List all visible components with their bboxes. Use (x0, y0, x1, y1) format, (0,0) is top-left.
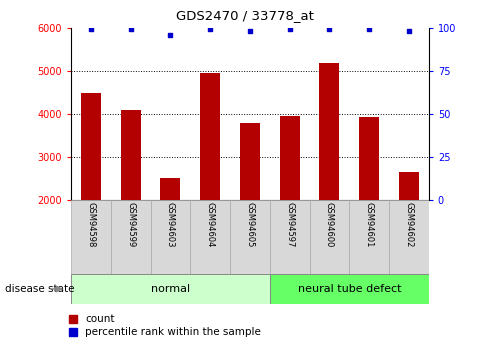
Text: normal: normal (151, 284, 190, 294)
Text: GSM94599: GSM94599 (126, 202, 135, 248)
Point (365, 27, 373, 32)
Legend: count, percentile rank within the sample: count, percentile rank within the sample (67, 312, 263, 339)
Bar (389, 200, 429, 274)
Text: GDS2470 / 33778_at: GDS2470 / 33778_at (176, 9, 314, 22)
Bar (399, 171, 419, 200)
Text: GSM94603: GSM94603 (166, 202, 175, 248)
Text: GSM94602: GSM94602 (404, 202, 414, 248)
Bar (200, 73, 220, 200)
Bar (349, 200, 389, 274)
Point (286, 27, 294, 32)
Bar (111, 200, 150, 274)
Bar (160, 178, 180, 200)
Bar (71, 200, 111, 274)
Point (325, 27, 333, 32)
Text: GSM94601: GSM94601 (365, 202, 374, 248)
Point (87, 27, 95, 32)
Bar (150, 200, 190, 274)
Bar (71, 274, 270, 304)
Point (206, 27, 214, 32)
Bar (240, 123, 260, 200)
Text: GSM94600: GSM94600 (325, 202, 334, 248)
Text: GSM94598: GSM94598 (86, 202, 96, 248)
Bar (190, 200, 230, 274)
Bar (230, 200, 270, 274)
Bar (81, 93, 101, 200)
Text: GSM94605: GSM94605 (245, 202, 254, 248)
Bar (310, 200, 349, 274)
Point (167, 32, 174, 37)
Text: GSM94604: GSM94604 (206, 202, 215, 248)
Bar (359, 117, 379, 200)
Point (246, 28, 254, 34)
Bar (280, 116, 299, 200)
Bar (270, 200, 310, 274)
Bar (270, 274, 429, 304)
Text: GSM94597: GSM94597 (285, 202, 294, 248)
Bar (121, 110, 141, 200)
Text: disease state: disease state (5, 284, 74, 294)
Text: neural tube defect: neural tube defect (297, 284, 401, 294)
Point (127, 27, 135, 32)
Point (405, 28, 413, 34)
Bar (319, 63, 339, 200)
